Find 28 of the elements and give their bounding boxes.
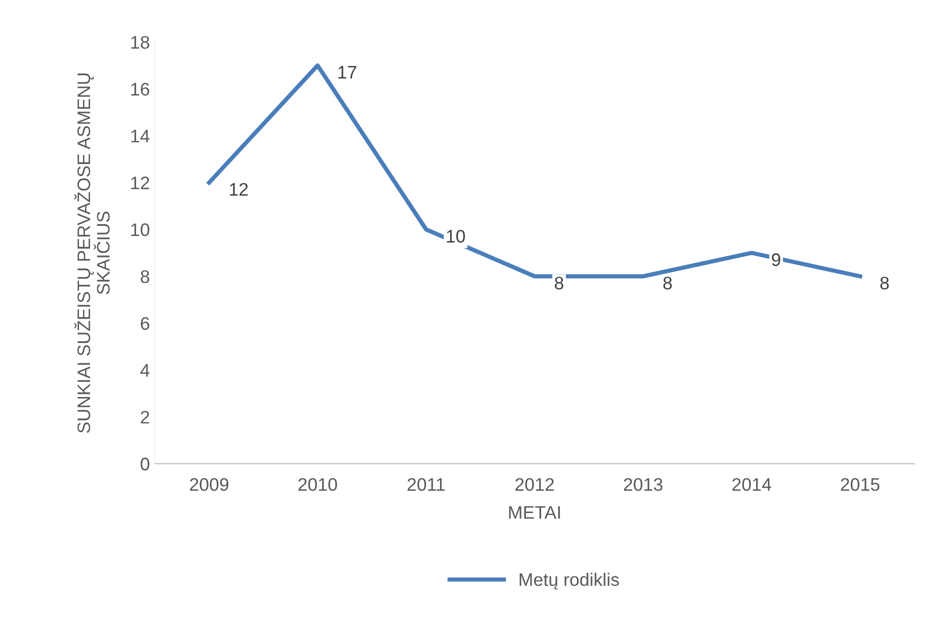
y-tick-label: 18 [131,36,150,49]
x-tick-label: 2014 [732,478,772,491]
x-tick-label: 2011 [408,478,445,491]
x-tick-label: 2013 [624,478,662,491]
x-tick-label: 2009 [190,478,228,491]
data-label: 9 [772,253,780,266]
y-tick-label: 2 [140,410,150,424]
y-tick-label: 10 [131,223,150,236]
legend-label: Metų rodiklis [520,572,619,590]
data-label: 12 [230,183,248,196]
x-tick-label: 2012 [515,478,554,491]
y-tick-label: 4 [140,364,150,377]
data-label: 17 [338,66,356,78]
y-tick-label: 14 [131,130,150,142]
x-tick-label: 2015 [840,478,880,491]
data-label: 8 [554,276,564,290]
y-tick-label: 8 [140,270,150,284]
y-axis-title: SUNKIAI SUŽEISTŲ PERVAŽOSE ASMENŲ SKAIČIUS [74,74,110,433]
y-tick-label: 0 [140,458,150,470]
y-tick-label: 6 [140,317,150,330]
data-label: 8 [880,276,889,290]
data-label: 8 [663,276,672,290]
y-tick-label: 12 [131,176,150,190]
x-tick-label: 2010 [298,478,337,491]
data-label: 10 [446,230,465,243]
x-axis-title: METAI [509,506,560,519]
y-tick-label: 16 [131,82,150,96]
line-series [207,63,862,278]
